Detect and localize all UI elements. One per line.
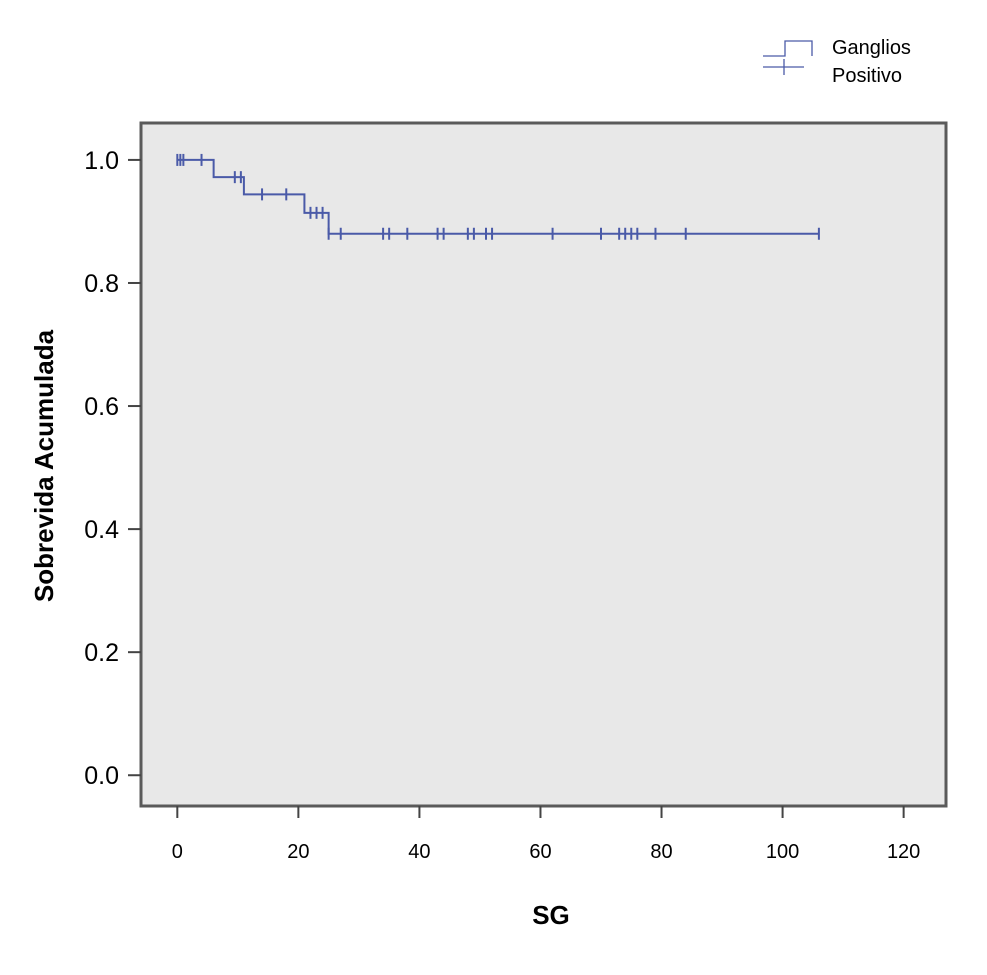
x-tick-label: 0 bbox=[172, 841, 183, 863]
y-tick-label: 0.8 bbox=[84, 270, 119, 298]
series-layer bbox=[176, 153, 820, 240]
x-tick-label: 20 bbox=[287, 841, 309, 863]
x-tick-label: 120 bbox=[887, 841, 920, 863]
x-axis: 0 20 40 60 80 100 120 bbox=[172, 806, 920, 863]
plot-area bbox=[139, 121, 948, 808]
y-axis-title: Sobrevida Acumulada bbox=[29, 329, 59, 602]
legend-step-icon bbox=[763, 40, 813, 57]
x-tick-label: 40 bbox=[408, 841, 430, 863]
legend: Ganglios Positivo bbox=[763, 37, 911, 87]
y-tick-label: 0.4 bbox=[84, 516, 119, 544]
x-tick-label: 60 bbox=[529, 841, 551, 863]
legend-entry-positivo: Positivo bbox=[832, 65, 902, 87]
x-axis-title: SG bbox=[532, 900, 570, 930]
y-tick-label: 0.6 bbox=[84, 393, 119, 421]
legend-title: Ganglios bbox=[832, 37, 911, 59]
x-tick-label: 80 bbox=[650, 841, 672, 863]
x-tick-label: 100 bbox=[766, 841, 799, 863]
y-tick-label: 0.2 bbox=[84, 639, 119, 667]
y-axis: 0.0 0.2 0.4 0.6 0.8 1.0 bbox=[84, 147, 141, 790]
y-tick-label: 1.0 bbox=[84, 147, 119, 175]
y-tick-label: 0.0 bbox=[84, 762, 119, 790]
survival-curve-positivo bbox=[177, 158, 819, 235]
